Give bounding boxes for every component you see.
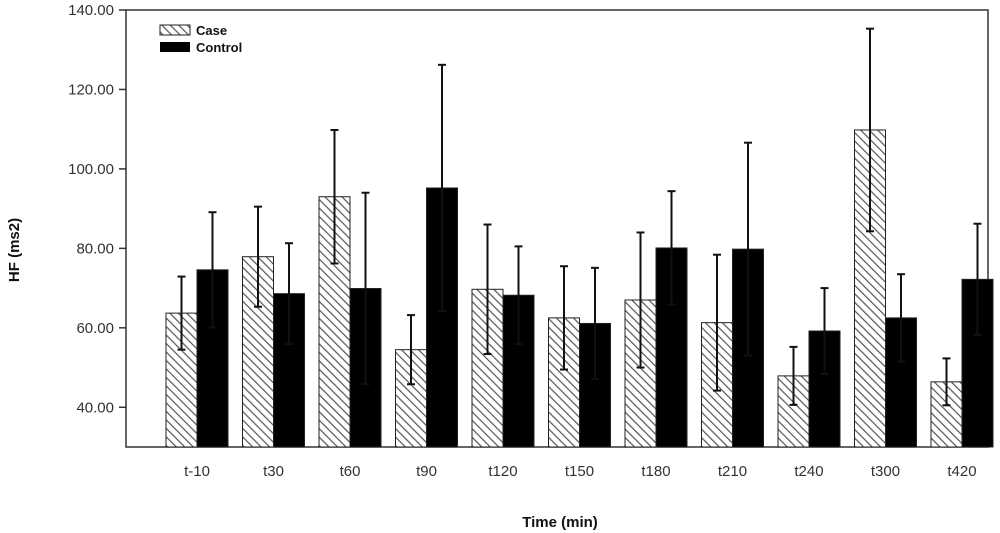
error-bar-case-t240 xyxy=(789,345,798,406)
error-bar-case-t150 xyxy=(560,265,568,371)
x-tick-label: t300 xyxy=(871,463,900,480)
legend-swatch-case xyxy=(159,24,191,36)
bars xyxy=(165,129,994,448)
error-bar-case-t60 xyxy=(330,128,339,265)
x-tick-label: t-10 xyxy=(184,463,210,480)
error-bar-case-t210 xyxy=(713,253,721,392)
error-bar-control-t210 xyxy=(744,141,752,357)
y-tick-label: 80.00 xyxy=(76,240,114,257)
x-axis-title: Time (min) xyxy=(522,514,598,531)
error-bar-control-t30 xyxy=(285,242,293,346)
error-bar-case-t-10 xyxy=(177,275,186,351)
error-bar-control-t60 xyxy=(361,191,370,386)
error-bar-case-t420 xyxy=(942,357,951,407)
legend-swatch-control xyxy=(160,42,190,52)
x-tick-label: t60 xyxy=(340,463,361,480)
error-bars xyxy=(177,27,982,407)
x-tick-label: t180 xyxy=(641,463,670,480)
y-tick-label: 100.00 xyxy=(68,161,114,178)
error-bar-case-t30 xyxy=(254,205,262,308)
error-bar-case-t180 xyxy=(636,231,645,369)
x-tick-label: t30 xyxy=(263,463,284,480)
y-tick-label: 120.00 xyxy=(68,81,114,98)
legend-label-case: Case xyxy=(196,23,227,38)
bar-case-t120 xyxy=(471,288,504,448)
x-tick-label: t150 xyxy=(565,463,594,480)
x-tick-label: t210 xyxy=(718,463,747,480)
legend-label-control: Control xyxy=(196,40,242,55)
x-tick-label: t90 xyxy=(416,463,437,480)
error-bar-control-t240 xyxy=(820,287,829,375)
x-tick-label: t240 xyxy=(794,463,823,480)
error-bar-case-t120 xyxy=(483,223,492,356)
x-tick-label: t420 xyxy=(947,463,976,480)
x-tick-label: t120 xyxy=(488,463,517,480)
error-bar-control-t300 xyxy=(897,273,905,363)
error-bar-control-t420 xyxy=(973,222,982,336)
error-bar-control-t120 xyxy=(514,245,523,346)
legend: Case Control xyxy=(159,23,242,55)
error-bar-control-t-10 xyxy=(208,211,217,329)
error-bar-case-t90 xyxy=(407,314,415,386)
error-bar-control-t150 xyxy=(591,266,599,381)
bar-case-t60 xyxy=(318,196,351,448)
y-tick-label: 60.00 xyxy=(76,320,114,337)
error-bar-case-t300 xyxy=(866,27,874,233)
error-bar-control-t90 xyxy=(438,63,446,313)
y-tick-label: 40.00 xyxy=(76,399,114,416)
error-bar-control-t180 xyxy=(667,190,676,306)
y-tick-label: 140.00 xyxy=(68,2,114,19)
tick-labels: 40.00 60.00 80.00 100.00 120.00 140.00 t-10 t30… xyxy=(68,2,976,480)
y-axis-title: HF (ms2) xyxy=(6,218,23,282)
